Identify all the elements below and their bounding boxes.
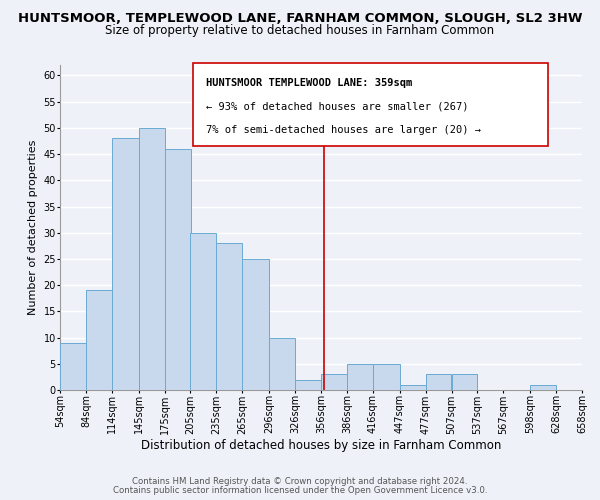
Text: HUNTSMOOR, TEMPLEWOOD LANE, FARNHAM COMMON, SLOUGH, SL2 3HW: HUNTSMOOR, TEMPLEWOOD LANE, FARNHAM COMM… [18, 12, 582, 26]
Bar [452, 374, 478, 390]
Bar [269, 338, 295, 390]
X-axis label: Distribution of detached houses by size in Farnham Common: Distribution of detached houses by size … [141, 439, 501, 452]
Bar [164, 149, 191, 390]
Text: ← 93% of detached houses are smaller (267): ← 93% of detached houses are smaller (26… [206, 102, 469, 112]
Text: HUNTSMOOR TEMPLEWOOD LANE: 359sqm: HUNTSMOOR TEMPLEWOOD LANE: 359sqm [206, 78, 412, 88]
Bar [295, 380, 321, 390]
Bar [321, 374, 347, 390]
Text: Contains HM Land Registry data © Crown copyright and database right 2024.: Contains HM Land Registry data © Crown c… [132, 477, 468, 486]
Bar [347, 364, 373, 390]
Text: Contains public sector information licensed under the Open Government Licence v3: Contains public sector information licen… [113, 486, 487, 495]
Bar [400, 385, 425, 390]
Bar [139, 128, 164, 390]
Bar [60, 343, 86, 390]
Bar [373, 364, 400, 390]
Y-axis label: Number of detached properties: Number of detached properties [28, 140, 38, 315]
Bar [112, 138, 139, 390]
Text: Size of property relative to detached houses in Farnham Common: Size of property relative to detached ho… [106, 24, 494, 37]
Bar [190, 232, 217, 390]
Bar [425, 374, 451, 390]
FancyBboxPatch shape [193, 64, 548, 146]
Bar [86, 290, 112, 390]
Bar [530, 385, 556, 390]
Bar [242, 259, 269, 390]
Bar [217, 243, 242, 390]
Text: 7% of semi-detached houses are larger (20) →: 7% of semi-detached houses are larger (2… [206, 125, 481, 135]
